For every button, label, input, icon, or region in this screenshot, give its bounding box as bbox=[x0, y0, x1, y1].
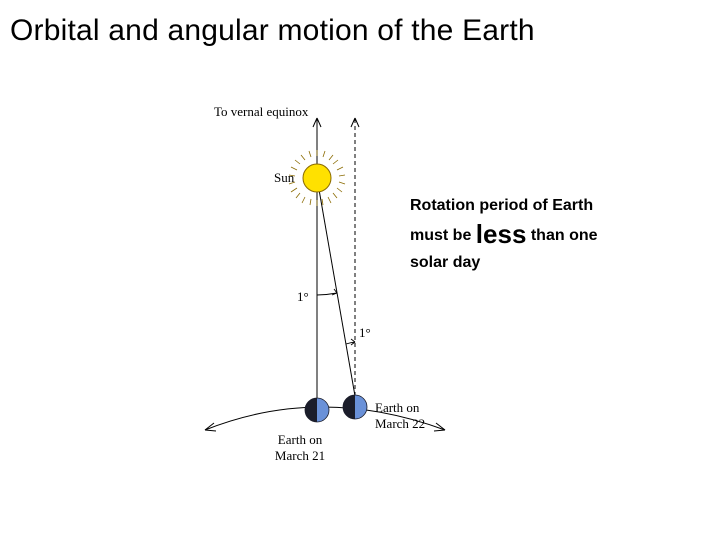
earth1-label-line2: March 21 bbox=[275, 448, 325, 463]
caption-line1: Rotation period of Earth bbox=[410, 197, 593, 214]
caption-line3: solar day bbox=[410, 254, 480, 271]
caption-line2a: must be bbox=[410, 227, 476, 244]
earth1-label-line1: Earth on bbox=[278, 432, 322, 447]
sun-label: Sun bbox=[274, 170, 294, 186]
line-earth2-to-sun bbox=[317, 178, 355, 396]
angle-bottom-label: 1° bbox=[359, 325, 371, 341]
angle-top-label: 1° bbox=[297, 289, 309, 305]
earth-mar22-icon bbox=[343, 395, 367, 419]
earth2-label-line2: March 22 bbox=[375, 416, 425, 431]
caption-line2b: than one bbox=[526, 227, 597, 244]
page-title: Orbital and angular motion of the Earth bbox=[10, 14, 535, 48]
caption-emphasis: less bbox=[476, 219, 527, 249]
earth2-label: Earth on March 22 bbox=[375, 400, 445, 432]
earth-mar21-icon bbox=[305, 398, 329, 422]
orbit-arrow-left bbox=[205, 423, 216, 431]
earth2-label-line1: Earth on bbox=[375, 400, 419, 415]
caption-text: Rotation period of Earth must be less th… bbox=[410, 195, 690, 273]
earth1-label: Earth on March 21 bbox=[265, 432, 335, 464]
vernal-equinox-label: To vernal equinox bbox=[214, 104, 308, 120]
orbital-diagram: To vernal equinox Sun 1° 1° Earth on Mar… bbox=[170, 100, 470, 480]
